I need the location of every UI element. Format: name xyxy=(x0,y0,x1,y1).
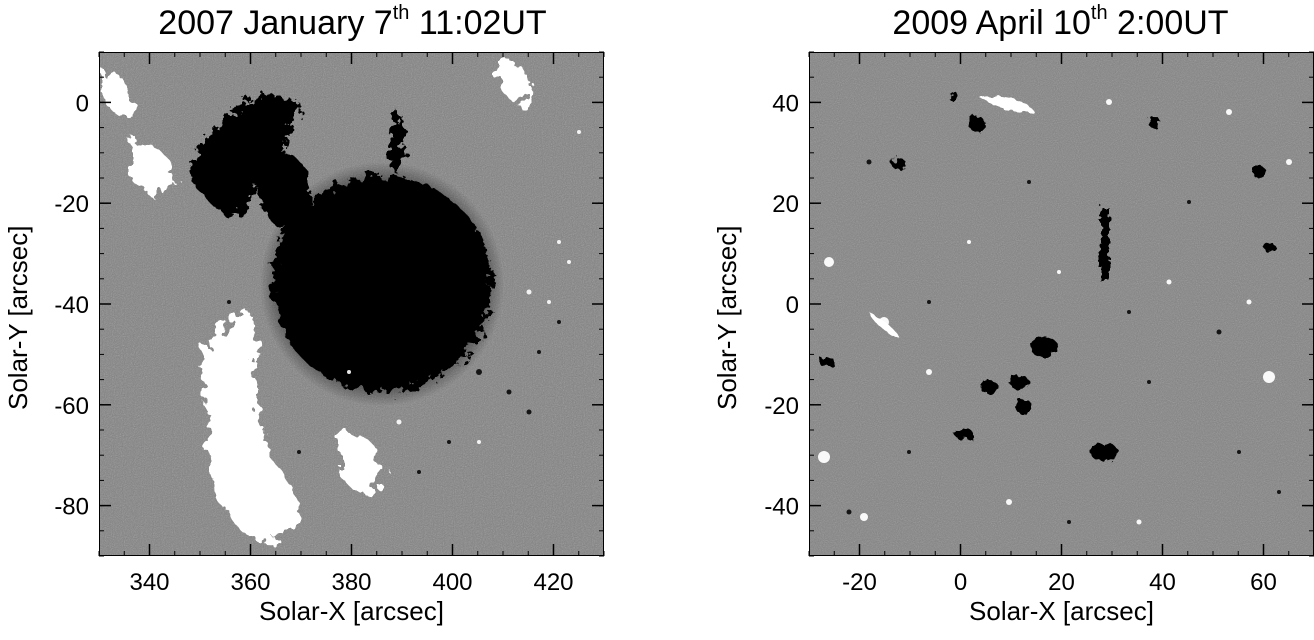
x-tick-label: 0 xyxy=(954,569,967,596)
x-tick-label: 60 xyxy=(1250,569,1277,596)
left-magnetogram-panel: 2007 January 7th 11:02UT xyxy=(3,2,605,626)
quiet-sun-magnetogram xyxy=(809,52,1314,556)
x-tick-label: 420 xyxy=(533,569,573,596)
right-y-axis-label: Solar-Y [arcsec] xyxy=(712,225,742,410)
left-x-axis-label: Solar-X [arcsec] xyxy=(259,596,444,626)
y-tick-label: 0 xyxy=(786,292,799,319)
y-tick-label: -60 xyxy=(54,393,89,420)
axis-ticks-svg: -20 0 20 40 60 40 20 0 -20 -40 xyxy=(764,51,1314,596)
left-magnetogram-image xyxy=(99,52,604,556)
y-tick-label: 0 xyxy=(76,90,89,117)
x-tick-label: 360 xyxy=(230,569,270,596)
y-tick-label: -40 xyxy=(54,292,89,319)
x-tick-label: 340 xyxy=(129,569,169,596)
sunspot-magnetogram xyxy=(99,52,604,556)
x-tick-label: 40 xyxy=(1149,569,1176,596)
left-panel-title: 2007 January 7th 11:02UT xyxy=(158,2,547,42)
right-magnetogram-image xyxy=(809,52,1314,556)
right-magnetogram-panel: 2009 April 10th 2:00UT xyxy=(660,0,1314,640)
y-tick-label: -20 xyxy=(764,393,799,420)
left-y-axis-label: Solar-Y [arcsec] xyxy=(3,225,33,410)
y-tick-label: 20 xyxy=(772,191,799,218)
x-tick-label: 20 xyxy=(1048,569,1075,596)
x-tick-label: 380 xyxy=(331,569,371,596)
right-panel-title: 2009 April 10th 2:00UT xyxy=(892,2,1229,42)
y-tick-label: -40 xyxy=(764,494,799,521)
axis-ticks-svg: 340 360 380 400 420 0 -20 -40 -60 -80 xyxy=(54,51,605,596)
x-tick-label: 400 xyxy=(432,569,472,596)
y-tick-label: 40 xyxy=(772,90,799,117)
y-tick-label: -20 xyxy=(54,191,89,218)
y-tick-label: -80 xyxy=(54,494,89,521)
right-x-axis-label: Solar-X [arcsec] xyxy=(969,596,1154,626)
x-tick-label: -20 xyxy=(842,569,877,596)
